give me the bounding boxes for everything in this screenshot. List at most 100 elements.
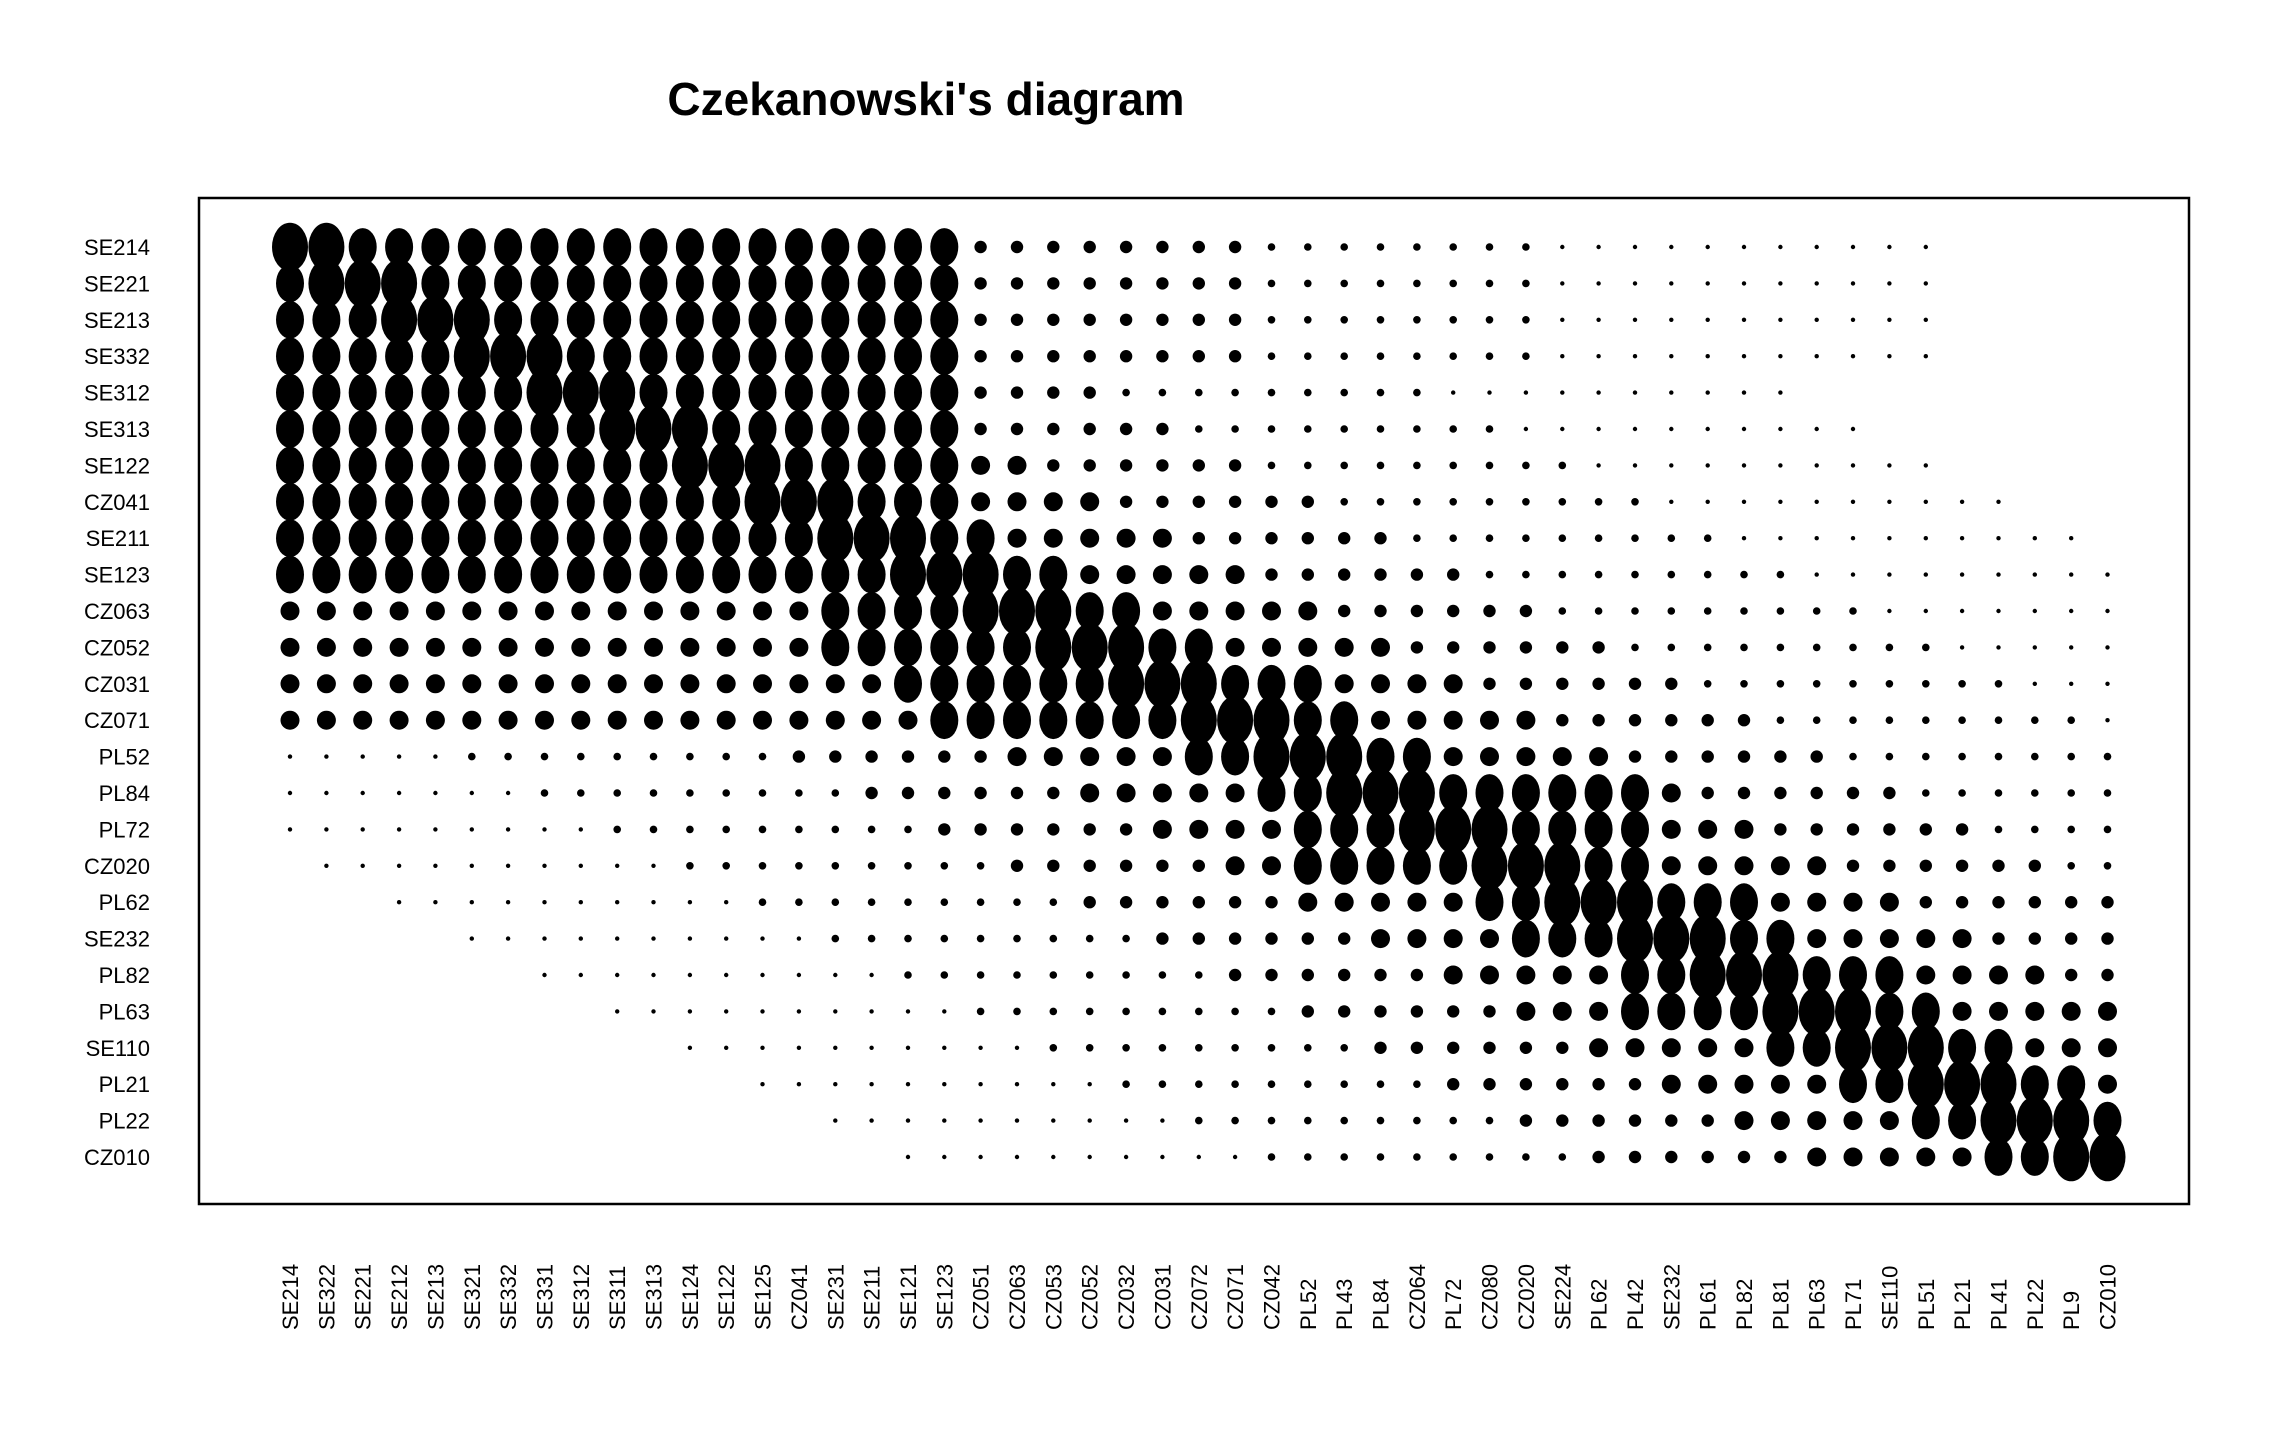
similarity-dot <box>1669 426 1674 432</box>
similarity-dot <box>1737 1150 1751 1164</box>
x-tick-label: PL9 <box>2059 1291 2084 1330</box>
similarity-dot <box>1010 386 1024 399</box>
similarity-dot <box>2101 896 2114 909</box>
similarity-dot <box>272 222 308 272</box>
y-tick-label: PL63 <box>99 999 150 1024</box>
similarity-dot <box>1487 390 1492 395</box>
similarity-dot <box>857 628 886 667</box>
similarity-dot <box>1225 601 1245 621</box>
similarity-dot <box>1374 532 1387 545</box>
similarity-dot <box>1810 823 1823 836</box>
similarity-dot <box>276 373 304 412</box>
similarity-dot <box>1374 968 1387 982</box>
similarity-dot <box>976 971 985 979</box>
similarity-dot <box>649 752 658 761</box>
similarity-dot <box>535 674 554 694</box>
similarity-dot <box>1189 819 1209 839</box>
similarity-dot <box>276 410 304 448</box>
similarity-dot <box>1449 316 1457 324</box>
similarity-dot <box>1846 859 1860 872</box>
similarity-dot <box>1734 1038 1754 1058</box>
similarity-dot <box>490 331 527 381</box>
similarity-dot <box>578 863 583 868</box>
x-tick-label: PL42 <box>1623 1279 1648 1330</box>
similarity-dot <box>1010 859 1024 872</box>
similarity-dot <box>1778 244 1783 250</box>
similarity-dot <box>1156 277 1169 290</box>
similarity-dot <box>1698 1038 1718 1058</box>
similarity-dot <box>639 300 668 339</box>
similarity-dot <box>1631 498 1639 506</box>
x-tick-label: CZ063 <box>1005 1264 1030 1330</box>
similarity-dot <box>385 519 414 558</box>
similarity-dot <box>978 1045 983 1051</box>
similarity-dot <box>716 601 736 621</box>
similarity-dot <box>865 750 878 763</box>
similarity-dot <box>1558 607 1567 615</box>
similarity-dot <box>1014 1154 1020 1160</box>
similarity-dot <box>867 862 876 870</box>
similarity-dot <box>1814 354 1819 359</box>
similarity-dot <box>1705 499 1710 504</box>
similarity-dot <box>494 264 523 303</box>
similarity-dot <box>1047 859 1060 872</box>
similarity-dot <box>930 628 959 667</box>
similarity-dot <box>1807 1074 1827 1094</box>
similarity-dot <box>869 1118 874 1123</box>
similarity-dot <box>1621 956 1649 994</box>
similarity-dot <box>1887 317 1892 322</box>
x-tick-label: PL43 <box>1332 1279 1357 1330</box>
similarity-dot <box>1043 747 1063 767</box>
similarity-dot <box>360 863 365 868</box>
similarity-dot <box>1522 461 1530 470</box>
similarity-dot <box>1376 1116 1385 1125</box>
similarity-dot <box>1560 244 1565 250</box>
similarity-dot <box>1330 846 1359 885</box>
similarity-dot <box>930 592 959 630</box>
similarity-dot <box>348 410 377 448</box>
similarity-dot <box>316 674 336 694</box>
y-tick-label: SE122 <box>84 453 150 478</box>
similarity-dot <box>2069 681 2074 686</box>
similarity-dot <box>796 972 802 978</box>
similarity-dot <box>1085 1007 1094 1016</box>
x-tick-label: SE221 <box>351 1264 376 1330</box>
similarity-dot <box>1376 316 1385 324</box>
similarity-dot <box>421 373 450 412</box>
similarity-dot <box>457 264 486 303</box>
similarity-dot <box>308 259 345 308</box>
similarity-dot <box>1734 856 1754 876</box>
similarity-dot <box>831 862 840 870</box>
similarity-dot <box>1701 786 1714 800</box>
similarity-dot <box>421 519 450 558</box>
similarity-dot <box>1907 1023 1944 1073</box>
similarity-dot <box>312 410 341 448</box>
similarity-dot <box>1996 572 2001 577</box>
similarity-dot <box>1366 737 1395 776</box>
similarity-dot <box>796 936 802 941</box>
similarity-dot <box>1267 1044 1276 1052</box>
similarity-dot <box>1516 965 1536 985</box>
similarity-dot <box>1592 714 1605 727</box>
similarity-dot <box>1632 317 1638 322</box>
similarity-dot <box>2020 1065 2049 1104</box>
similarity-dot <box>675 228 704 266</box>
similarity-dot <box>1846 786 1860 800</box>
similarity-dot <box>784 264 813 303</box>
similarity-dot <box>904 971 912 979</box>
y-tick-label: CZ071 <box>84 708 150 733</box>
similarity-dot <box>312 555 341 594</box>
similarity-dot <box>758 898 767 906</box>
similarity-dot <box>1112 592 1141 630</box>
similarity-dot <box>748 373 777 412</box>
similarity-dot <box>1398 805 1435 854</box>
similarity-dot <box>1485 279 1494 288</box>
similarity-dot <box>385 373 414 412</box>
similarity-dot <box>1814 281 1819 286</box>
similarity-dot <box>1661 1074 1681 1094</box>
x-tick-label: SE232 <box>1659 1264 1684 1330</box>
similarity-dot <box>1778 390 1783 395</box>
similarity-dot <box>571 637 591 657</box>
similarity-dot <box>603 446 632 485</box>
similarity-dot <box>966 628 995 667</box>
